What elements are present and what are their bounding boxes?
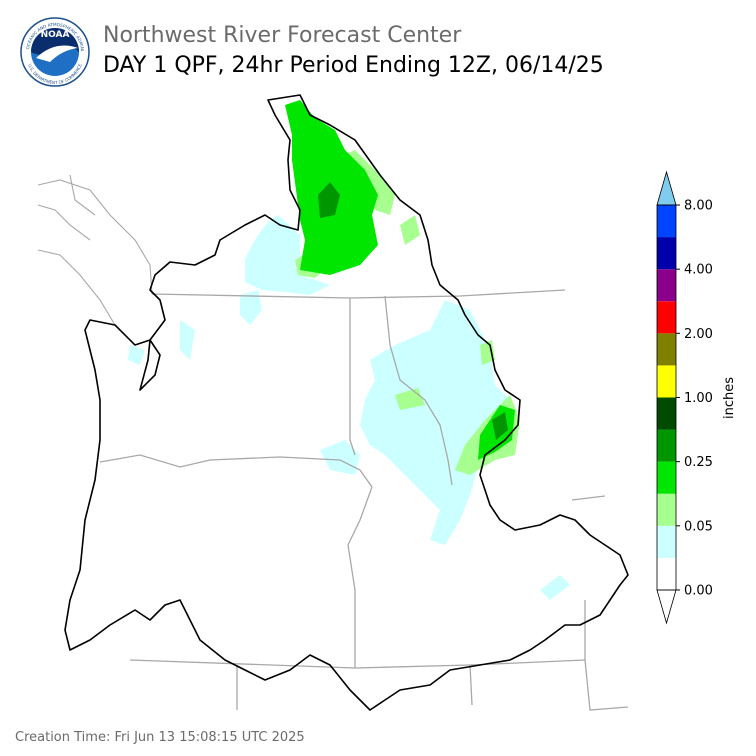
puget-sound [139,339,161,391]
colorbar-tick-label: 0.00 [684,584,713,599]
colorbar-label: inches [722,377,737,419]
colorbar-swatch [657,397,676,430]
state-lines [99,289,629,711]
colorbar-swatch [657,429,676,462]
title: DAY 1 QPF, 24hr Period Ending 12Z, 06/14… [103,53,604,78]
colorbar-swatch [657,333,676,366]
colorbar-swatch [657,301,676,334]
colorbar-tick-label: 8.00 [684,199,713,214]
basin-outline [64,94,629,711]
precip-light [128,215,570,600]
colorbar-tick-label: 4.00 [684,263,713,278]
organization: Northwest River Forecast Center [103,23,462,48]
colorbar-swatch [657,269,676,302]
colorbar-tick-label: 1.00 [684,391,713,406]
colorbar-swatch [657,525,676,558]
colorbar-tick-label: 0.25 [684,455,713,470]
colorbar-swatch [657,365,676,398]
colorbar-swatch [657,557,676,590]
logo-name: NOAA [41,30,70,40]
colorbar-swatch [657,461,676,494]
map [37,94,629,711]
colorbar-tick-label: 2.00 [684,327,713,342]
colorbar-swatch [657,205,676,238]
colorbar-under [656,589,677,625]
colorbar-tick-label: 0.05 [684,519,713,534]
colorbar-over [656,170,677,206]
noaa-logo: NOAA NATIONAL OCEANIC AND ATMOSPHERIC AD… [0,0,90,87]
precip-very-heavy [318,182,508,440]
colorbar-swatch [657,237,676,270]
creation-time: Creation Time: Fri Jun 13 15:08:15 UTC 2… [15,730,305,745]
colorbar: 0.00 0.05 0.25 1.00 2.00 4.00 8.00 [656,170,713,625]
coastline [37,174,153,326]
colorbar-swatch [657,493,676,526]
